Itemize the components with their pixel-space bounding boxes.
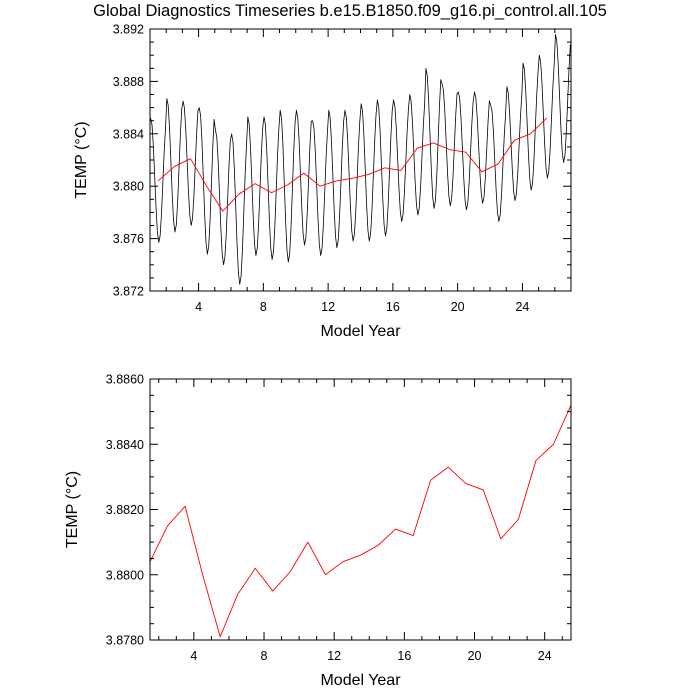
- chart2-ytick-label: 3.8840: [106, 438, 144, 452]
- chart2-ytick-label: 3.8800: [106, 568, 144, 582]
- chart2-series-annual-mean: [149, 404, 572, 638]
- chart1-xtick-label: 4: [195, 300, 202, 314]
- chart1-xtick-label: 24: [515, 300, 529, 314]
- chart2-xtick-label: 4: [190, 649, 197, 663]
- chart1-ytick-label: 3.884: [113, 127, 144, 141]
- chart1-plot-frame: [149, 28, 572, 292]
- page-title: Global Diagnostics Timeseries b.e15.B185…: [93, 2, 607, 20]
- chart1-ytick-label: 3.880: [113, 180, 144, 194]
- chart1-xaxis-label: Model Year: [320, 323, 401, 340]
- chart1-ytick-label: 3.888: [113, 75, 144, 89]
- chart2-xtick-label: 12: [327, 649, 341, 663]
- chart1-ytick-label: 3.892: [113, 23, 144, 37]
- chart1-ytick-label: 3.872: [113, 285, 144, 299]
- chart-bottom: 4 8 12 16 20 24 3.8780 3.8800 3.8820 3.8840 3.8860…: [64, 373, 572, 689]
- chart2-xtick-label: 20: [468, 649, 482, 663]
- chart1-series-annual-mean: [157, 117, 548, 212]
- chart-top: 4 8 12 16 20 24 3.872 3.876 3.880 3.884 3.888 3.892…: [73, 23, 572, 340]
- chart1-yaxis-label: TEMP (°C): [73, 121, 90, 198]
- chart1-xtick-label: 8: [260, 300, 267, 314]
- chart1-xtick-label: 12: [321, 300, 335, 314]
- chart1-xtick-label: 20: [451, 300, 465, 314]
- chart2-xaxis-label: Model Year: [320, 672, 401, 689]
- chart1-xtick-label: 16: [386, 300, 400, 314]
- chart2-ytick-label: 3.8780: [106, 634, 144, 648]
- chart2-xtick-label: 24: [538, 649, 552, 663]
- chart2-xtick-label: 16: [397, 649, 411, 663]
- chart2-ytick-label: 3.8860: [106, 373, 144, 387]
- chart1-series-monthly-oscillation: [150, 33, 571, 285]
- chart1-ytick-label: 3.876: [113, 232, 144, 246]
- chart2-yaxis-label: TEMP (°C): [64, 471, 81, 548]
- chart2-ytick-label: 3.8820: [106, 503, 144, 517]
- chart2-xtick-label: 8: [261, 649, 268, 663]
- chart2-plot-frame: [149, 378, 572, 641]
